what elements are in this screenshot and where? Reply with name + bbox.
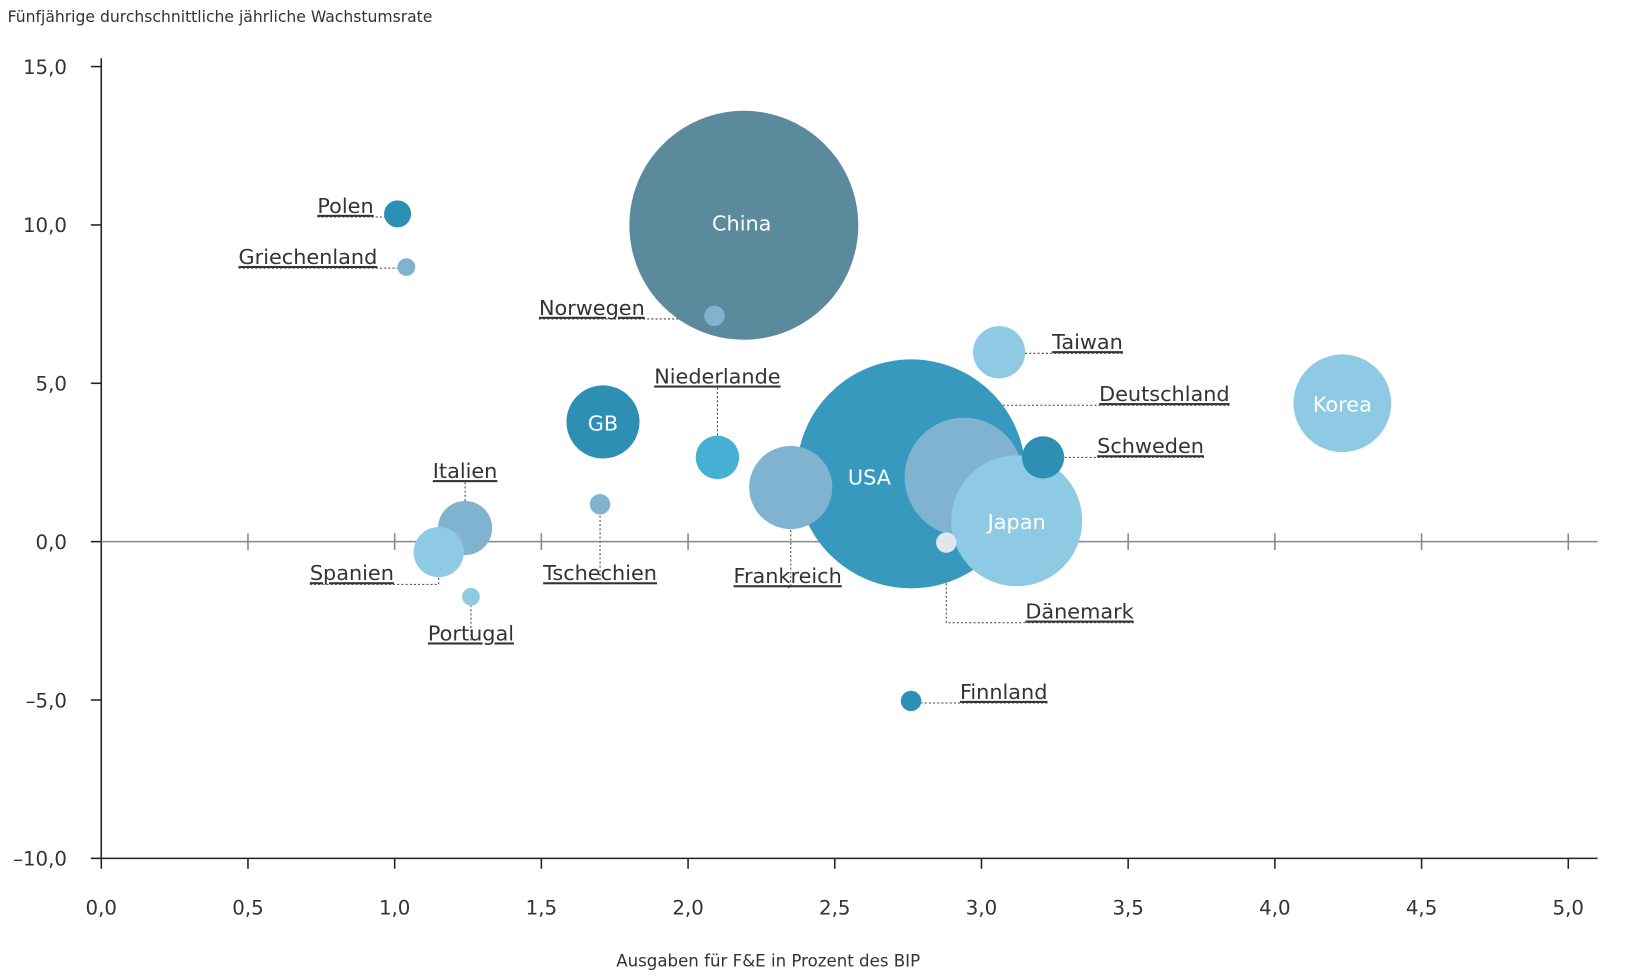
- country-label: Niederlande: [654, 365, 780, 389]
- bubble: [972, 326, 1026, 379]
- x-tick-label: 1,5: [526, 897, 557, 920]
- country-label: Deutschland: [1099, 382, 1230, 406]
- bubble-label: China: [712, 211, 771, 235]
- leader-line: [309, 552, 440, 585]
- country-label: Polen: [317, 194, 373, 218]
- y-tick-label: 15,0: [23, 56, 67, 79]
- leader-line: [945, 542, 1134, 624]
- x-tick-label: 3,0: [966, 897, 997, 920]
- country-label: Spanien: [310, 561, 394, 585]
- x-tick-label: 5,0: [1553, 897, 1584, 920]
- bubble: [629, 110, 859, 340]
- bubble-label: Korea: [1313, 393, 1372, 417]
- y-tick-label: –5,0: [26, 689, 67, 712]
- bubble-label: Japan: [986, 510, 1046, 534]
- country-label: Tschechien: [542, 561, 657, 585]
- x-tick-label: 1,0: [379, 897, 410, 920]
- y-axis-title: Fünfjährige durchschnittliche jährliche …: [8, 8, 433, 26]
- bubble: [900, 690, 922, 712]
- country-label: Dänemark: [1025, 600, 1133, 624]
- x-tick-label: 2,5: [819, 897, 850, 920]
- bubble: [462, 587, 480, 606]
- x-tick-label: 0,0: [86, 897, 117, 920]
- bubble: [704, 305, 725, 327]
- leader-line: [998, 352, 1123, 354]
- x-tick-label: 3,5: [1112, 897, 1143, 920]
- bubble: [397, 258, 416, 276]
- labels: China USA Deutschland Japan Korea Frankreich G…: [239, 194, 1372, 704]
- y-tick-label: –10,0: [13, 848, 67, 871]
- y-tick-label: 5,0: [36, 373, 67, 396]
- bubble: [749, 445, 833, 530]
- x-tick-label: 2,0: [672, 897, 703, 920]
- bubble-label: GB: [588, 411, 618, 435]
- x-tick-label: 4,0: [1259, 897, 1290, 920]
- country-label: Schweden: [1097, 434, 1204, 458]
- y-tick-label: 10,0: [23, 214, 67, 237]
- bubble: [413, 527, 464, 578]
- bubbles: [384, 110, 1392, 712]
- bubble: [1293, 354, 1392, 453]
- country-label: Frankreich: [734, 564, 842, 588]
- bubble: [936, 532, 957, 553]
- y-tick-label: 0,0: [36, 531, 67, 554]
- country-label: Italien: [433, 459, 498, 483]
- bubble: [566, 385, 640, 459]
- bubble: [1021, 436, 1065, 479]
- country-label: Taiwan: [1051, 330, 1123, 354]
- country-label: Griechenland: [239, 245, 378, 269]
- bubble: [589, 494, 611, 515]
- bubble: [951, 455, 1083, 587]
- x-tick-label: 0,5: [232, 897, 263, 920]
- x-axis-title: Ausgaben für F&E in Prozent des BIP: [616, 952, 920, 971]
- leader-line: [787, 487, 792, 588]
- country-label: Finnland: [960, 680, 1047, 704]
- country-label: Portugal: [428, 621, 514, 645]
- bubble: [384, 200, 412, 228]
- country-label: Norwegen: [539, 296, 645, 320]
- x-tick-label: 4,5: [1406, 897, 1437, 920]
- bubble: [695, 435, 740, 480]
- bubble-label: USA: [848, 465, 892, 489]
